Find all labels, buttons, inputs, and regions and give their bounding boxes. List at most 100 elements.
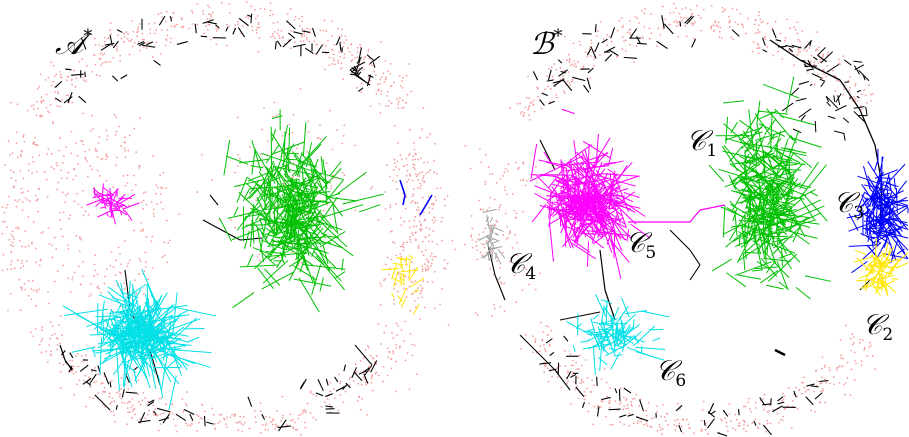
- cluster-label-c4: 𝒞4: [505, 247, 536, 284]
- cluster-green: [242, 204, 262, 221]
- graph-node: [27, 280, 30, 282]
- cluster-magenta: [114, 207, 128, 216]
- graph-node: [354, 363, 357, 366]
- graph-node: [356, 56, 359, 59]
- graph-node: [4, 220, 6, 223]
- graph-node: [276, 410, 278, 413]
- cluster-magenta: [587, 230, 631, 237]
- cluster-magenta: [609, 173, 613, 191]
- graph-node: [850, 368, 853, 371]
- graph-node: [732, 427, 735, 430]
- graph-node: [254, 17, 257, 20]
- graph-node: [16, 131, 18, 134]
- graph-node: [571, 373, 574, 376]
- graph-node: [11, 152, 14, 155]
- graph-node: [62, 264, 65, 267]
- cluster-magenta: [92, 187, 102, 196]
- cluster-green: [742, 233, 766, 255]
- graph-node: [289, 8, 292, 10]
- cluster-cyan: [597, 335, 613, 340]
- edge: [605, 46, 616, 53]
- graph-node: [78, 379, 81, 382]
- cluster-green: [782, 229, 818, 239]
- graph-node: [378, 102, 381, 105]
- graph-node: [85, 80, 88, 83]
- graph-node: [138, 167, 140, 169]
- graph-node: [781, 58, 784, 60]
- edge: [809, 39, 812, 47]
- graph-node: [214, 428, 217, 430]
- graph-node: [550, 329, 553, 332]
- graph-node: [747, 17, 750, 20]
- graph-node: [362, 375, 365, 378]
- graph-node: [397, 100, 400, 103]
- graph-node: [555, 94, 558, 96]
- graph-node: [306, 27, 308, 30]
- graph-node: [331, 63, 334, 65]
- graph-node: [205, 25, 207, 27]
- graph-node: [156, 414, 159, 417]
- graph-node: [397, 107, 400, 109]
- graph-node: [789, 27, 792, 30]
- cluster-gray: [482, 208, 497, 213]
- edge: [369, 55, 381, 65]
- graph-node: [120, 145, 123, 147]
- graph-node: [138, 400, 140, 403]
- graph-node: [300, 20, 303, 23]
- graph-node: [752, 41, 755, 43]
- graph-node: [566, 382, 569, 385]
- graph-node: [290, 251, 293, 254]
- cluster-green: [295, 151, 303, 176]
- graph-node: [358, 395, 361, 398]
- graph-node: [425, 172, 428, 175]
- graph-node: [408, 63, 410, 65]
- cluster-green: [250, 208, 262, 212]
- edge: [286, 20, 296, 30]
- graph-node: [768, 409, 771, 412]
- cluster-green: [742, 223, 776, 239]
- edge: [59, 344, 66, 361]
- graph-node: [126, 265, 129, 267]
- cluster-green: [765, 261, 776, 274]
- graph-node: [73, 393, 76, 396]
- graph-node: [254, 416, 257, 419]
- cluster-blue: [867, 161, 884, 185]
- edge: [304, 47, 314, 54]
- graph-node: [84, 374, 86, 377]
- graph-node: [52, 80, 55, 83]
- graph-node: [515, 254, 518, 256]
- edge: [601, 38, 608, 44]
- graph-node: [781, 419, 784, 422]
- edge: [678, 424, 683, 433]
- cluster-yellow: [854, 249, 867, 256]
- graph-node: [732, 38, 734, 41]
- graph-node: [849, 337, 852, 340]
- edge: [596, 406, 600, 417]
- graph-node: [121, 401, 124, 404]
- graph-node: [293, 421, 296, 424]
- graph-node: [796, 21, 799, 24]
- graph-node: [242, 416, 245, 418]
- graph-node: [242, 424, 244, 426]
- graph-node: [11, 230, 14, 233]
- graph-node: [783, 408, 786, 411]
- graph-node: [45, 93, 48, 96]
- cluster-cyan: [595, 333, 605, 352]
- cluster-green: [736, 226, 757, 263]
- graph-node: [401, 245, 404, 248]
- cluster-yellow: [398, 287, 407, 304]
- cluster-green: [753, 228, 763, 270]
- graph-node: [414, 306, 417, 309]
- graph-node: [546, 367, 549, 370]
- cluster-green: [754, 240, 762, 255]
- graph-node: [197, 415, 200, 418]
- graph-node: [657, 27, 660, 30]
- cluster-cyan: [132, 326, 145, 336]
- cluster-green: [265, 251, 283, 255]
- graph-node: [725, 425, 728, 428]
- graph-node: [642, 423, 645, 426]
- graph-node: [191, 420, 194, 422]
- cluster-yellow: [858, 271, 874, 280]
- cluster-green: [298, 277, 320, 313]
- graph-node: [74, 42, 77, 44]
